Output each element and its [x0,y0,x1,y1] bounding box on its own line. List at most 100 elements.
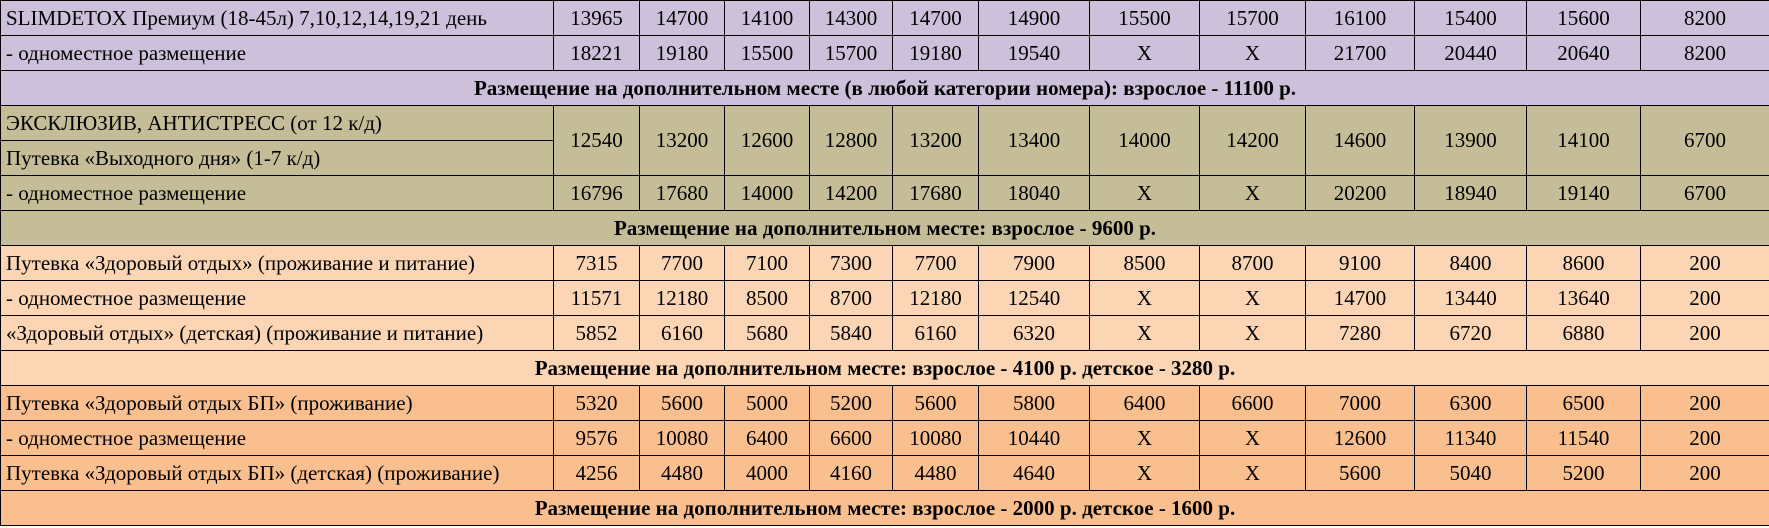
price-cell: X [1199,420,1306,456]
price-cell: 14900 [978,0,1090,36]
price-cell: 13440 [1414,280,1527,316]
price-cell: 18040 [978,175,1090,211]
price-cell: 17680 [639,175,725,211]
price-cell: 7700 [639,245,725,281]
price-cell: X [1089,35,1200,71]
price-cell: 200 [1640,420,1769,456]
extra-bed-note-row: Размещение на дополнительном месте: взро… [0,350,1769,386]
price-cell: 12180 [892,280,979,316]
price-cell: 16100 [1305,0,1415,36]
price-cell: 7900 [978,245,1090,281]
price-cell: 5600 [639,385,725,421]
row-label: Путевка «Здоровый отдых» (проживание и п… [0,245,554,281]
price-cell: 14300 [809,0,893,36]
price-cell: 6160 [639,315,725,351]
price-cell: 6400 [724,420,810,456]
price-cell: 15500 [724,35,810,71]
price-cell: 14000 [1089,105,1200,176]
price-cell: 8500 [1089,245,1200,281]
price-cell: 14200 [809,175,893,211]
price-cell: 14100 [1526,105,1641,176]
price-cell: 7700 [892,245,979,281]
price-cell: 6400 [1089,385,1200,421]
price-cell: X [1089,315,1200,351]
table-row: - одноместное размещение 18221 19180 15500 1… [0,35,1769,71]
price-cell: 6600 [809,420,893,456]
price-cell: 200 [1640,315,1769,351]
price-cell: 16796 [553,175,640,211]
price-cell: X [1199,280,1306,316]
price-cell: 5600 [1305,455,1415,491]
price-cell: 5320 [553,385,640,421]
price-cell: 15700 [1199,0,1306,36]
price-cell: 5040 [1414,455,1527,491]
price-cell: 6160 [892,315,979,351]
row-label: ЭКСКЛЮЗИВ, АНТИСТРЕСС (от 12 к/д) [0,105,554,141]
price-cell: 8700 [1199,245,1306,281]
price-cell: 8700 [809,280,893,316]
price-cell: 15700 [809,35,893,71]
price-cell: 10080 [639,420,725,456]
price-cell: 12540 [553,105,640,176]
price-cell: 19180 [892,35,979,71]
price-cell: 6700 [1640,175,1769,211]
price-cell: 14600 [1305,105,1415,176]
price-cell: 19180 [639,35,725,71]
price-cell: 6720 [1414,315,1527,351]
extra-bed-note: Размещение на дополнительном месте: взро… [0,490,1769,526]
price-cell: 5852 [553,315,640,351]
price-cell: 14700 [639,0,725,36]
price-cell: 8600 [1526,245,1641,281]
extra-bed-note-row: Размещение на дополнительном месте (в лю… [0,70,1769,106]
table-row: - одноместное размещение 11571 12180 8500 87… [0,280,1769,316]
price-cell: 18940 [1414,175,1527,211]
price-cell: 11340 [1414,420,1527,456]
price-cell: 4640 [978,455,1090,491]
table-row: - одноместное размещение 9576 10080 6400 660… [0,420,1769,456]
price-cell: 11571 [553,280,640,316]
table-row: Путевка «Здоровый отдых» (проживание и п… [0,245,1769,281]
price-cell: 5840 [809,315,893,351]
row-label: Путевка «Здоровый отдых БП» (детская) (п… [0,455,554,491]
row-label: - одноместное размещение [0,35,554,71]
price-cell: 4480 [639,455,725,491]
row-label: - одноместное размещение [0,175,554,211]
price-cell: 11540 [1526,420,1641,456]
price-cell: 200 [1640,280,1769,316]
price-cell: X [1199,35,1306,71]
price-cell: 13900 [1414,105,1527,176]
price-cell: 5200 [809,385,893,421]
price-cell: 19140 [1526,175,1641,211]
price-cell: 4160 [809,455,893,491]
price-cell: 20640 [1526,35,1641,71]
price-cell: 13200 [892,105,979,176]
price-cell: 4256 [553,455,640,491]
price-cell: 8400 [1414,245,1527,281]
price-cell: 5600 [892,385,979,421]
price-cell: 4000 [724,455,810,491]
price-cell: 14100 [724,0,810,36]
price-cell: 13965 [553,0,640,36]
table-row: Путевка «Здоровый отдых БП» (детская) (п… [0,455,1769,491]
row-label: Путевка «Выходного дня» (1-7 к/д) [0,140,554,176]
price-cell: 10080 [892,420,979,456]
price-cell: 18221 [553,35,640,71]
price-cell: 13400 [978,105,1090,176]
row-label: - одноместное размещение [0,280,554,316]
row-label: SLIMDETOX Премиум (18-45л) 7,10,12,14,19… [0,0,554,36]
table-row: SLIMDETOX Премиум (18-45л) 7,10,12,14,19… [0,0,1769,36]
table-row: «Здоровый отдых» (детская) (проживание и… [0,315,1769,351]
price-cell: 12600 [724,105,810,176]
table-row: - одноместное размещение 16796 17680 14000 1… [0,175,1769,211]
price-cell: 13640 [1526,280,1641,316]
extra-bed-note-row: Размещение на дополнительном месте: взро… [0,210,1769,246]
price-cell: 20440 [1414,35,1527,71]
price-cell: X [1089,455,1200,491]
price-cell: 8200 [1640,0,1769,36]
price-cell: 5800 [978,385,1090,421]
price-cell: 6600 [1199,385,1306,421]
price-cell: 17680 [892,175,979,211]
price-cell: X [1199,315,1306,351]
price-cell: 6300 [1414,385,1527,421]
